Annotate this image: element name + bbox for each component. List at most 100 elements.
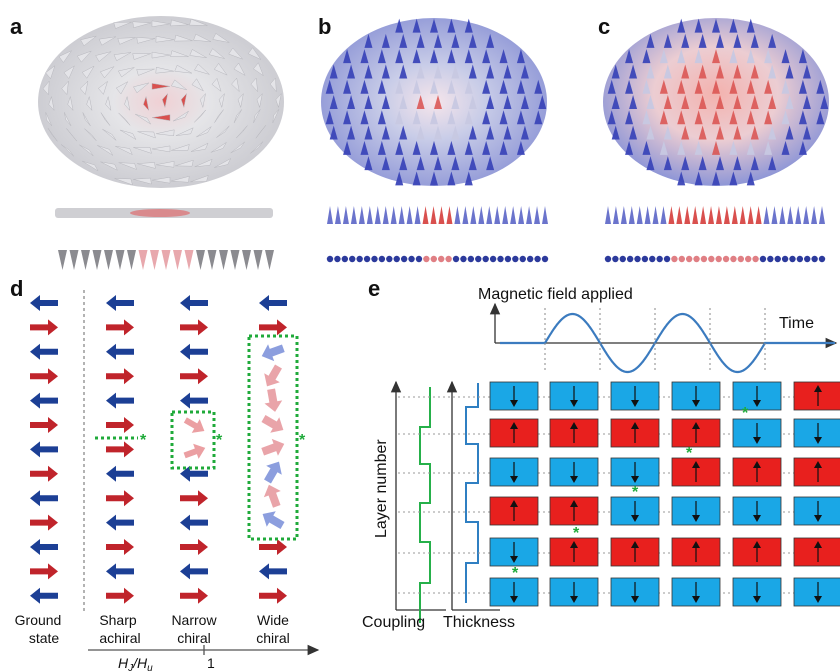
spin-cone <box>534 79 543 94</box>
spin-cone <box>430 171 438 186</box>
label-wide-2: chiral <box>256 630 289 646</box>
arrow-head <box>510 400 518 407</box>
spin-cone <box>399 64 408 79</box>
profile-dot <box>430 255 437 263</box>
spin-cone <box>764 79 773 94</box>
spin-cone <box>663 95 672 109</box>
panel-d: d * * * Ground state Sharp achiral Narro… <box>10 276 320 671</box>
label-narrow-1: Narrow <box>171 612 217 628</box>
spin-cone <box>468 125 477 140</box>
spin-cone <box>381 95 390 109</box>
profile-dot <box>619 255 626 263</box>
spin-cone <box>694 18 703 33</box>
profile-dot <box>460 255 467 263</box>
profile-cone <box>684 206 691 224</box>
profile-cone <box>342 206 349 224</box>
spin-arrow-right <box>106 319 134 336</box>
profile-dot <box>393 255 400 263</box>
spin-cone <box>136 37 156 44</box>
rotating-spin <box>183 417 205 433</box>
spin-cone <box>750 33 759 48</box>
profile-cone <box>739 206 746 224</box>
spin-cone <box>712 171 720 186</box>
spin-arrow-right <box>30 514 58 531</box>
spin-cone <box>214 109 224 123</box>
spin-cone <box>118 162 137 170</box>
label-narrow-2: chiral <box>177 630 210 646</box>
profile-core-a <box>130 209 190 217</box>
spin-cone <box>174 34 193 42</box>
panel-c-letter: c <box>598 14 610 39</box>
spin-cone <box>115 81 129 95</box>
profile-dot <box>363 255 371 263</box>
spin-cone <box>269 77 277 93</box>
spin-cone <box>189 49 207 58</box>
spin-cone <box>681 125 690 140</box>
spin-cone <box>381 156 390 171</box>
spin-cone <box>143 95 150 112</box>
layer-up-block <box>793 381 840 411</box>
cone-row-a <box>58 250 274 270</box>
profile-dot <box>400 255 408 263</box>
spin-cone <box>211 77 222 93</box>
rotating-spin <box>262 511 285 529</box>
arrow-head <box>814 541 822 548</box>
spin-cone <box>611 125 620 140</box>
profile-cone <box>708 206 715 224</box>
wide-wall-box <box>247 334 299 541</box>
wide-wall-star: * <box>299 432 306 449</box>
profile-dot <box>649 255 656 263</box>
profile-cone <box>542 206 548 224</box>
profile-dot <box>526 255 534 263</box>
spin-cone <box>364 64 373 79</box>
profile-dot <box>781 255 789 263</box>
layer-up-block <box>793 537 840 567</box>
thickness-label: Thickness <box>443 614 515 631</box>
spin-cone <box>253 109 261 124</box>
spin-cone <box>625 79 634 94</box>
spin-cone <box>677 18 686 33</box>
profile-cone <box>763 206 770 224</box>
spin-cone <box>247 47 262 61</box>
spin-cone <box>520 125 529 140</box>
arrow-head <box>692 515 700 522</box>
spin-cone <box>516 140 525 155</box>
spin-cone <box>275 92 282 109</box>
spin-arrow-right <box>259 587 287 604</box>
spin-arrow-right <box>180 368 208 385</box>
profile-cone <box>454 206 461 224</box>
spin-cone <box>646 64 655 79</box>
arrow-head <box>814 461 822 468</box>
spin-cone <box>180 92 188 109</box>
spin-cone <box>213 62 228 76</box>
spin-cone <box>430 110 438 125</box>
spin-cone <box>798 140 807 155</box>
spin-arrow-left <box>30 441 58 458</box>
profile-cone <box>700 206 707 224</box>
spin-cone <box>798 110 807 125</box>
arrow-head <box>692 422 700 429</box>
spin-cone <box>820 95 829 109</box>
spin-cone <box>377 140 386 155</box>
spin-cone <box>482 110 491 125</box>
spin-cone <box>694 171 703 186</box>
spin-cone <box>133 147 152 154</box>
profile-cone <box>747 206 754 224</box>
panel-b-letter: b <box>318 14 331 39</box>
spin-cone <box>231 77 240 93</box>
spin-cone <box>151 145 171 153</box>
spin-cone <box>499 110 508 125</box>
spin-cone <box>816 110 825 125</box>
switch-star: * <box>632 484 639 501</box>
spin-cone <box>802 64 811 79</box>
panel-d-letter: d <box>10 276 23 301</box>
rotating-spin <box>264 364 282 387</box>
spin-cone <box>194 158 213 168</box>
spin-cone <box>434 64 442 79</box>
spin-cone <box>228 47 243 60</box>
dot-row-b <box>326 255 549 263</box>
spin-cone <box>76 50 92 63</box>
spin-cone <box>482 79 491 94</box>
spin-cone <box>447 171 456 186</box>
spin-cone <box>464 18 473 33</box>
